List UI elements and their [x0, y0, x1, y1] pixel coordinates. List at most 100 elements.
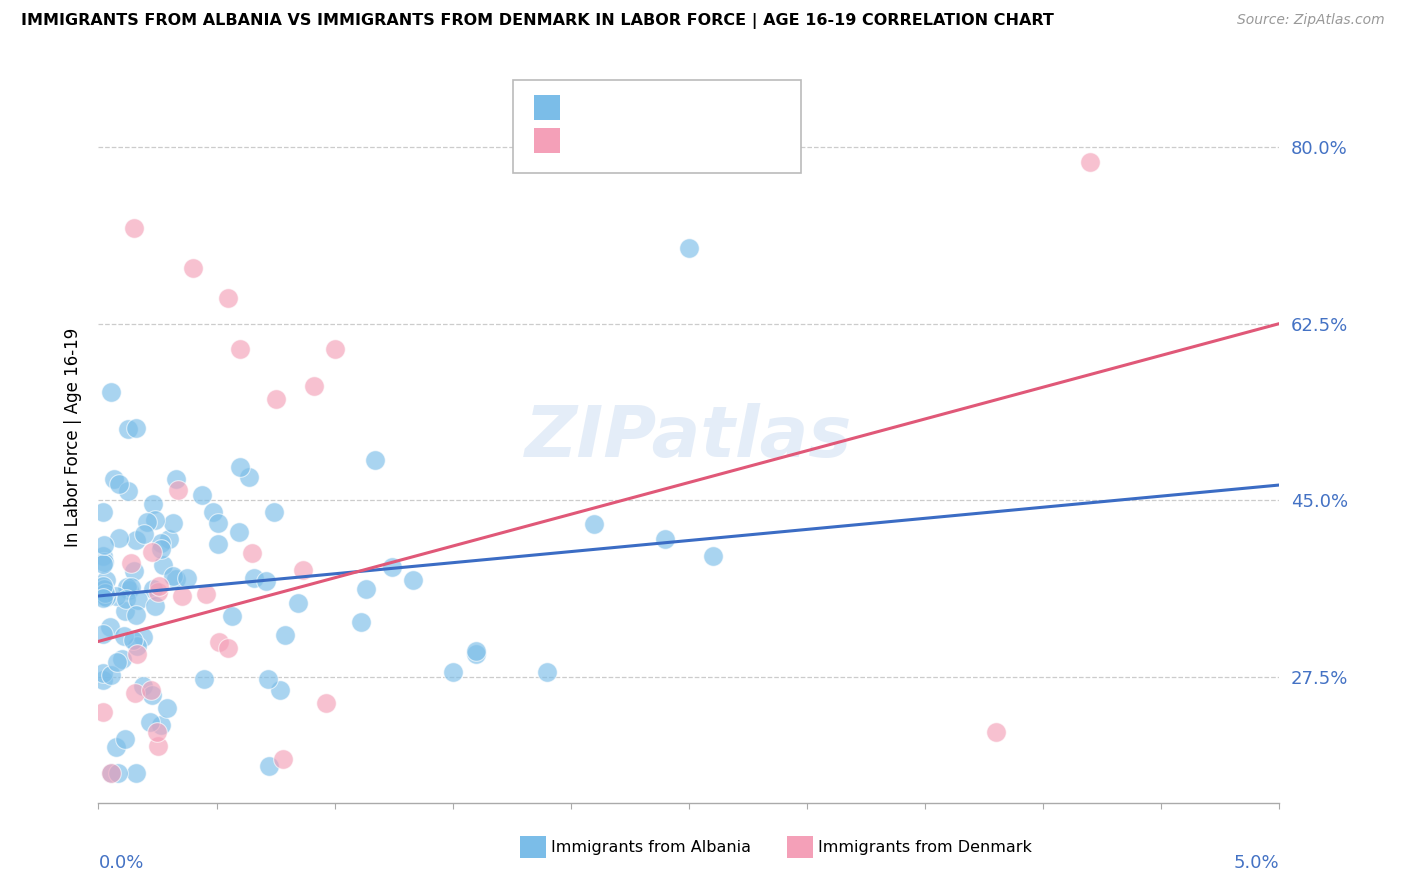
Point: [143, 513, 166, 527]
Point: [125, 647, 148, 661]
Text: Source: ZipAtlas.com: Source: ZipAtlas.com: [1237, 13, 1385, 28]
Point: [465, 647, 488, 661]
Point: [1080, 155, 1102, 169]
Point: [264, 392, 287, 407]
Point: [269, 682, 291, 697]
Text: R =: R =: [571, 98, 609, 116]
Point: [114, 629, 136, 643]
Point: [125, 421, 148, 435]
Point: [100, 668, 122, 682]
Point: [354, 582, 377, 596]
Point: [127, 593, 149, 607]
Point: [441, 665, 464, 679]
Point: [108, 531, 131, 545]
Y-axis label: In Labor Force | Age 16-19: In Labor Force | Age 16-19: [63, 327, 82, 547]
Point: [165, 472, 187, 486]
Point: [150, 535, 173, 549]
Point: [115, 591, 138, 606]
Point: [401, 573, 423, 587]
Point: [91, 549, 114, 563]
Point: [148, 579, 170, 593]
Point: [96, 590, 118, 604]
Point: [150, 718, 173, 732]
Point: [94, 573, 117, 587]
Text: 0.0%: 0.0%: [98, 854, 143, 872]
Point: [238, 470, 260, 484]
Point: [118, 583, 141, 598]
Point: [350, 615, 373, 629]
Text: Immigrants from Denmark: Immigrants from Denmark: [818, 840, 1032, 855]
Point: [146, 585, 169, 599]
Point: [229, 460, 252, 475]
Point: [181, 261, 204, 276]
Point: [103, 472, 125, 486]
Point: [202, 505, 225, 519]
Point: [91, 505, 114, 519]
Point: [107, 477, 129, 491]
Point: [242, 571, 264, 585]
Point: [221, 608, 243, 623]
Point: [195, 587, 218, 601]
Point: [132, 526, 155, 541]
Point: [125, 765, 148, 780]
Point: [132, 680, 155, 694]
Point: [228, 524, 250, 539]
Point: [114, 604, 136, 618]
Point: [156, 701, 179, 715]
Point: [105, 589, 128, 603]
Point: [273, 752, 295, 766]
Point: [125, 533, 148, 548]
Point: [124, 686, 146, 700]
Point: [91, 706, 114, 720]
Point: [122, 220, 145, 235]
Text: IMMIGRANTS FROM ALBANIA VS IMMIGRANTS FROM DENMARK IN LABOR FORCE | AGE 16-19 CO: IMMIGRANTS FROM ALBANIA VS IMMIGRANTS FR…: [21, 13, 1054, 29]
Point: [91, 579, 114, 593]
Point: [193, 672, 215, 686]
Point: [91, 673, 114, 687]
Point: [190, 488, 212, 502]
Point: [91, 665, 114, 680]
Point: [142, 582, 165, 596]
Point: [176, 571, 198, 585]
Point: [254, 574, 277, 589]
Point: [465, 644, 488, 658]
Point: [91, 557, 114, 571]
Point: [274, 628, 297, 642]
Point: [105, 655, 128, 669]
Point: [165, 572, 187, 586]
Point: [93, 586, 115, 600]
Point: [93, 582, 115, 596]
Point: [104, 739, 127, 754]
Point: [207, 516, 229, 530]
Point: [984, 725, 1007, 739]
Point: [207, 537, 229, 551]
Point: [93, 555, 115, 569]
Point: [98, 620, 121, 634]
Point: [323, 342, 346, 356]
Point: [702, 549, 724, 563]
Text: R =: R =: [571, 132, 609, 150]
Point: [120, 556, 142, 570]
Point: [114, 731, 136, 746]
Point: [93, 538, 115, 552]
Point: [536, 665, 558, 679]
Point: [678, 241, 700, 255]
Point: [240, 546, 263, 560]
Text: Immigrants from Albania: Immigrants from Albania: [551, 840, 751, 855]
Point: [146, 725, 169, 739]
Point: [208, 635, 231, 649]
Point: [141, 544, 163, 558]
Text: ZIPatlas: ZIPatlas: [526, 402, 852, 472]
Text: 0.447: 0.447: [599, 132, 654, 150]
Text: 29: 29: [692, 132, 716, 150]
Point: [117, 483, 139, 498]
Point: [172, 589, 194, 603]
Point: [229, 342, 252, 356]
Text: 5.0%: 5.0%: [1234, 854, 1279, 872]
Point: [152, 558, 174, 572]
Point: [162, 568, 184, 582]
Point: [302, 379, 325, 393]
Point: [157, 533, 180, 547]
Point: [117, 422, 139, 436]
Point: [125, 607, 148, 622]
